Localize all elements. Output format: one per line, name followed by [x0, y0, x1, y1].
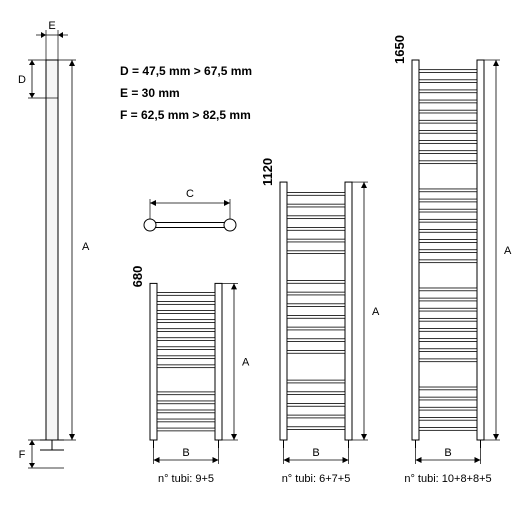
radiator-dim-A-1: A: [372, 306, 380, 318]
spec-E: E = 30 mm: [120, 86, 180, 100]
spec-F: F = 62,5 mm > 82,5 mm: [120, 108, 251, 122]
radiator-dim-B-1: B: [312, 447, 319, 459]
radiator-2: 1650 A Bn° tubi: 10+8+8+5: [392, 35, 512, 485]
spec-D: D = 47,5 mm > 67,5 mm: [120, 64, 252, 78]
top-view: C: [144, 188, 236, 231]
dim-D: D: [18, 74, 26, 86]
radiator-1: 1120 A Bn° tubi: 6+7+5: [260, 158, 380, 485]
radiator-tubi-2: n° tubi: 10+8+8+5: [404, 473, 491, 485]
radiator-dim-B-2: B: [444, 447, 451, 459]
side-profile: E D A F: [18, 20, 90, 468]
radiator-dim-A-0: A: [242, 357, 250, 369]
side-dim-A: A: [82, 241, 90, 253]
radiator-dim-A-2: A: [504, 245, 512, 257]
dim-E: E: [48, 20, 55, 32]
dim-C: C: [186, 188, 194, 200]
radiator-height-0: 680: [130, 266, 145, 288]
radiator-tubi-0: n° tubi: 9+5: [158, 473, 214, 485]
radiator-0: 680 A Bn° tubi: 9+5: [130, 266, 250, 485]
dim-F: F: [19, 449, 26, 461]
radiator-dim-B-0: B: [182, 447, 189, 459]
radiator-height-1: 1120: [260, 158, 275, 186]
radiator-tubi-1: n° tubi: 6+7+5: [282, 473, 351, 485]
radiator-height-2: 1650: [392, 35, 407, 64]
